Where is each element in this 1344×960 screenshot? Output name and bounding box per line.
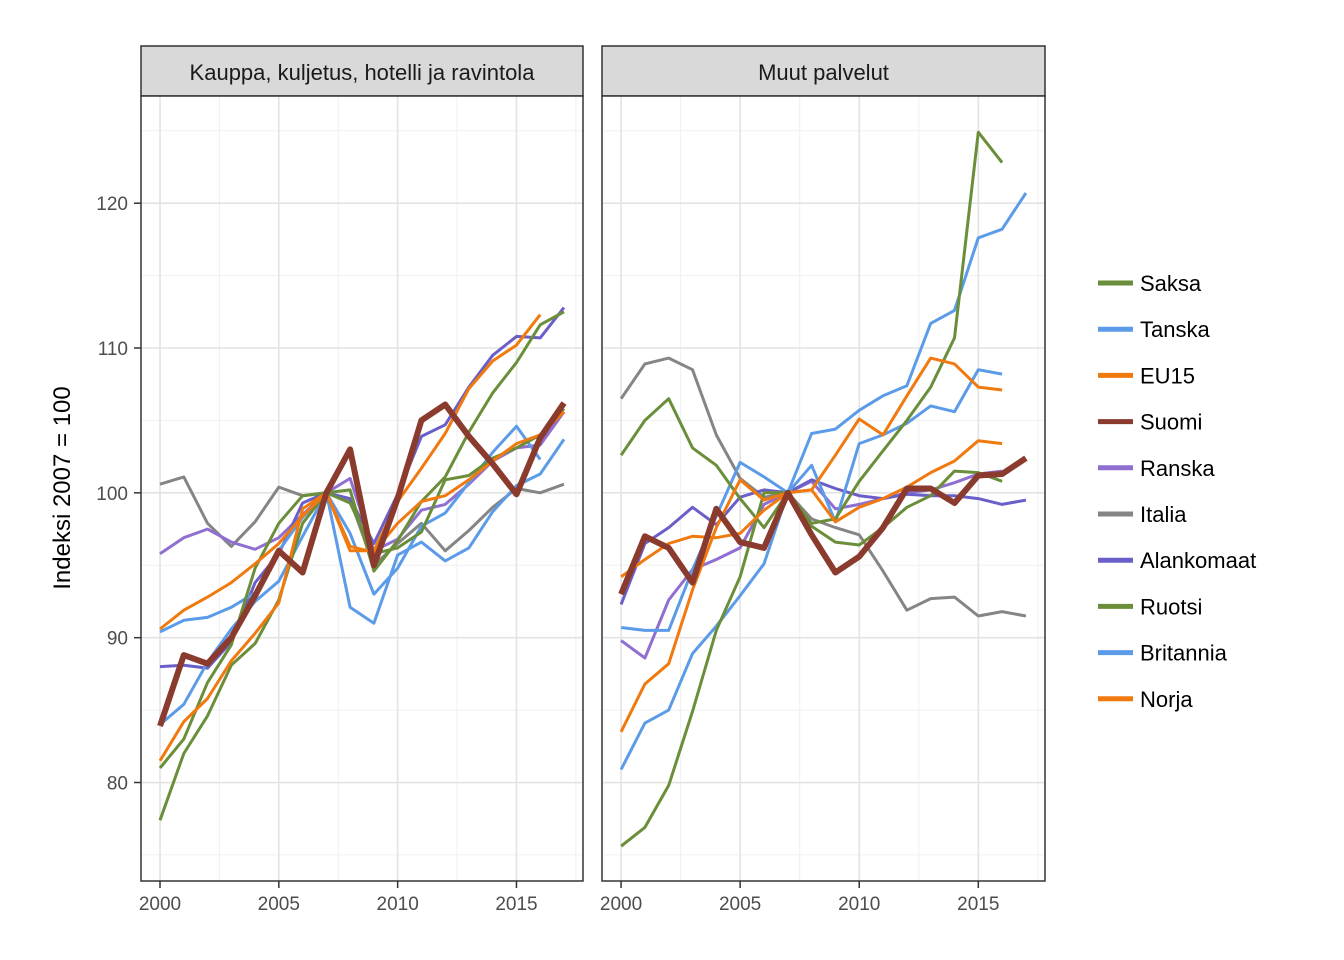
legend-label: EU15 [1140, 363, 1195, 388]
x-tick-label: 2015 [957, 894, 999, 915]
legend-item-italia: Italia [1098, 502, 1187, 527]
legend-item-norja: Norja [1098, 687, 1193, 712]
legend-label: Saksa [1140, 271, 1202, 296]
x-tick-label: 2010 [377, 894, 419, 915]
series-line-suomi [618, 455, 1028, 596]
panel-left-x-ticks: 2000 2005 2010 2015 [139, 881, 538, 915]
series-line-norja [619, 356, 1003, 733]
legend-label: Ranska [1140, 456, 1215, 481]
legend-item-ranska: Ranska [1098, 456, 1215, 481]
panel-right-title: Muut palvelut [758, 60, 889, 85]
legend-label: Norja [1140, 687, 1193, 712]
x-tick-label: 2000 [600, 894, 642, 915]
panel-left-border [140, 95, 584, 882]
legend-label: Tanska [1140, 317, 1210, 342]
x-tick-label: 2010 [838, 894, 880, 915]
panel-right-border [601, 95, 1046, 882]
panel-right-background [602, 96, 1045, 881]
legend-label: Britannia [1140, 641, 1228, 666]
legend-item-britannia: Britannia [1098, 641, 1228, 666]
y-tick-label: 100 [96, 484, 128, 505]
y-axis-title: Indeksi 2007 = 100 [49, 386, 76, 590]
legend-label: Alankomaat [1140, 548, 1256, 573]
y-tick-label: 110 [98, 339, 128, 360]
series-line-eu15 [159, 410, 566, 631]
legend-item-tanska: Tanska [1098, 317, 1210, 342]
panel-left-title: Kauppa, kuljetus, hotelli ja ravintola [190, 60, 536, 85]
panel-right-x-ticks: 2000 2005 2010 2015 [600, 881, 999, 915]
y-axis: 80 90 100 110 120 [96, 194, 141, 795]
series-line-saksa [619, 397, 1003, 547]
legend-item-eu15: EU15 [1098, 363, 1195, 388]
panel-left: Kauppa, kuljetus, hotelli ja ravintola 2… [139, 45, 584, 915]
legend-item-saksa: Saksa [1098, 271, 1202, 296]
series-line-britannia [159, 438, 566, 726]
panel-right-series [618, 130, 1028, 848]
x-tick-label: 2015 [495, 894, 537, 915]
x-tick-label: 2000 [139, 894, 181, 915]
x-tick-label: 2005 [719, 894, 761, 915]
series-line-tanska [620, 368, 1003, 632]
y-tick-label: 120 [96, 194, 128, 215]
series-line-norja [158, 313, 542, 762]
panel-left-strip [140, 45, 584, 97]
legend-item-alankomaat: Alankomaat [1098, 548, 1256, 573]
legend: Saksa Tanska EU15 Suomi Ranska Italia Alankoma… [1098, 271, 1256, 712]
x-tick-label: 2005 [258, 894, 300, 915]
y-tick-label: 80 [107, 774, 128, 795]
series-line-suomi [157, 401, 567, 727]
legend-item-suomi: Suomi [1098, 410, 1202, 435]
legend-item-ruotsi: Ruotsi [1098, 594, 1202, 619]
panel-right: Muut palvelut 2000 2005 2010 2015 [600, 45, 1046, 915]
series-line-ruotsi [620, 130, 1004, 848]
y-tick-label: 90 [107, 629, 128, 650]
panel-left-series [157, 306, 567, 821]
legend-label: Italia [1140, 502, 1187, 527]
legend-label: Ruotsi [1140, 594, 1202, 619]
series-line-italia [619, 356, 1027, 618]
legend-label: Suomi [1140, 410, 1202, 435]
